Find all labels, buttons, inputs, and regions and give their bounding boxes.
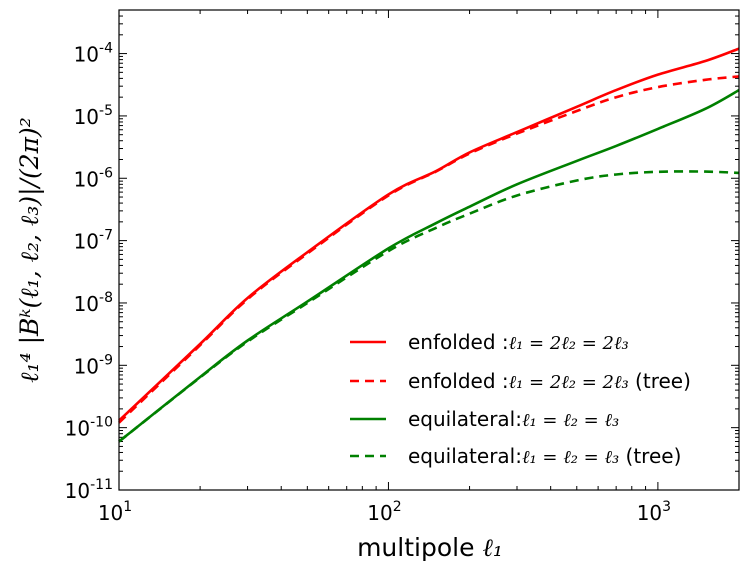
y-tick-label-base: 10	[74, 292, 99, 316]
y-tick-label-exp: -10	[90, 415, 113, 431]
y-tick-label-exp: -8	[99, 290, 113, 306]
x-axis-title-text: multipole	[357, 533, 474, 562]
x-tick-label-exp: 2	[393, 499, 402, 515]
y-tick-label-base: 10	[74, 43, 99, 67]
y-tick-label-exp: -7	[99, 228, 113, 244]
y-tick-label-base: 10	[74, 167, 99, 191]
legend-label-text: enfolded :	[408, 330, 509, 354]
y-tick-label: 10-7	[74, 228, 113, 254]
y-tick-label-exp: -11	[90, 477, 113, 493]
legend-label-text: equilateral:	[408, 407, 522, 431]
legend-label-suffix: (tree)	[629, 369, 691, 393]
y-tick-label: 10-4	[74, 41, 114, 67]
y-tick-label: 10-6	[74, 165, 114, 191]
y-tick-label-exp: -9	[99, 352, 113, 368]
legend-label-text: equilateral:	[408, 444, 522, 468]
x-tick-label-exp: 3	[662, 499, 671, 515]
x-tick-label: 101	[98, 499, 132, 525]
plot-frame	[118, 9, 740, 491]
x-tick-label-base: 10	[98, 501, 123, 525]
y-tick-label-exp: -4	[99, 41, 113, 57]
series-line-1	[118, 75, 740, 424]
x-axis-title: multipole ℓ₁	[357, 533, 503, 562]
y-tick-label: 10-10	[65, 415, 113, 441]
x-tick-label: 103	[637, 499, 671, 525]
legend-label-math: ℓ₁ = ℓ₂ = ℓ₃	[522, 410, 619, 431]
y-tick-label-base: 10	[74, 354, 99, 378]
legend-label-math: ℓ₁ = 2ℓ₂ = 2ℓ₃	[509, 333, 629, 354]
y-tick-label: 10-11	[65, 477, 113, 503]
series-lines	[118, 47, 740, 443]
legend-label-3: equilateral:ℓ₁ = ℓ₂ = ℓ₃ (tree)	[408, 444, 681, 468]
legend-label-1: enfolded :ℓ₁ = 2ℓ₂ = 2ℓ₃ (tree)	[408, 369, 691, 393]
legend-label-suffix: (tree)	[619, 444, 681, 468]
y-tick-label-exp: -5	[99, 103, 113, 119]
x-axis-title-math: ℓ₁	[482, 533, 502, 562]
series-line-3	[118, 170, 740, 443]
y-tick-label-base: 10	[65, 417, 90, 441]
y-tick-label-base: 10	[65, 479, 90, 503]
y-tick-label: 10-8	[74, 290, 113, 316]
series-line-0	[118, 47, 740, 422]
x-tick-label: 102	[367, 499, 401, 525]
legend-label-math: ℓ₁ = ℓ₂ = ℓ₃	[522, 447, 619, 468]
y-axis-title: ℓ₁⁴ |Bᵏ(ℓ₁, ℓ₂, ℓ₃)|/(2π)²	[15, 117, 45, 383]
legend-label-0: enfolded :ℓ₁ = 2ℓ₂ = 2ℓ₃	[408, 330, 629, 354]
x-tick-label-base: 10	[637, 501, 662, 525]
y-tick-label: 10-5	[74, 103, 113, 129]
y-tick-label-exp: -6	[99, 165, 113, 181]
y-tick-label-base: 10	[74, 230, 99, 254]
x-tick-labels: 101 102 103	[98, 499, 671, 525]
x-tick-label-exp: 1	[123, 499, 132, 515]
legend-label-text: enfolded :	[408, 369, 509, 393]
legend-label-2: equilateral:ℓ₁ = ℓ₂ = ℓ₃	[408, 407, 619, 431]
x-tick-label-base: 10	[367, 501, 392, 525]
y-tick-label-base: 10	[74, 105, 99, 129]
y-tick-label: 10-9	[74, 352, 113, 378]
minor-ticks	[119, 9, 740, 490]
legend-label-math: ℓ₁ = 2ℓ₂ = 2ℓ₃	[509, 372, 629, 393]
